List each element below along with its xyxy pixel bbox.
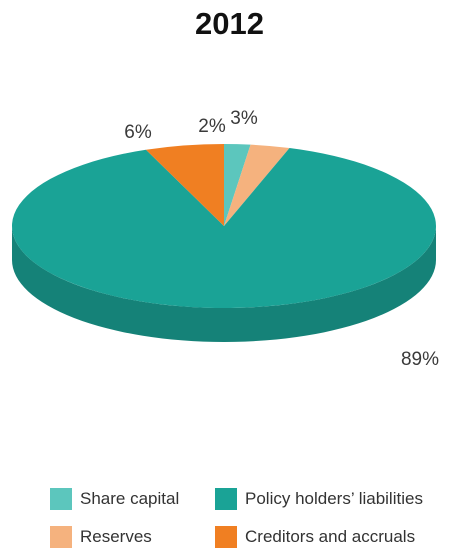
legend-label-reserves: Reserves <box>80 527 152 546</box>
legend-item-creditors-and-accruals: Creditors and accruals <box>215 526 415 548</box>
pie-slice-share-capital <box>224 144 251 226</box>
pie-side-policy-holders-liabilities <box>12 226 436 342</box>
pie-slice-policy-holders-liabilities <box>11 148 437 308</box>
data-label-creditors-and-accruals: 6% <box>124 122 152 143</box>
legend-item-policy-holders-liabilities: Policy holders’ liabilities <box>215 488 423 510</box>
legend-item-share-capital: Share capital <box>50 488 179 510</box>
pie-chart: 2% 3% 89% 6% <box>11 108 439 370</box>
legend-swatch-creditors-and-accruals <box>215 526 237 548</box>
legend-label-policy-holders-liabilities: Policy holders’ liabilities <box>245 489 423 508</box>
pie-slice-creditors-and-accruals <box>145 144 224 226</box>
data-label-reserves: 3% <box>230 108 258 129</box>
legend-label-share-capital: Share capital <box>80 489 180 508</box>
legend-swatch-reserves <box>50 526 72 548</box>
legend-item-reserves: Reserves <box>50 526 152 548</box>
data-label-share-capital: 2% <box>198 116 226 137</box>
legend-label-creditors-and-accruals: Creditors and accruals <box>245 527 416 546</box>
legend-swatch-policy-holders-liabilities <box>215 488 237 510</box>
data-label-policy-holders-liabilities: 89% <box>401 349 439 370</box>
pie-slice-reserves <box>224 144 290 226</box>
legend-swatch-share-capital <box>50 488 72 510</box>
chart-title: 2012 <box>195 6 264 41</box>
